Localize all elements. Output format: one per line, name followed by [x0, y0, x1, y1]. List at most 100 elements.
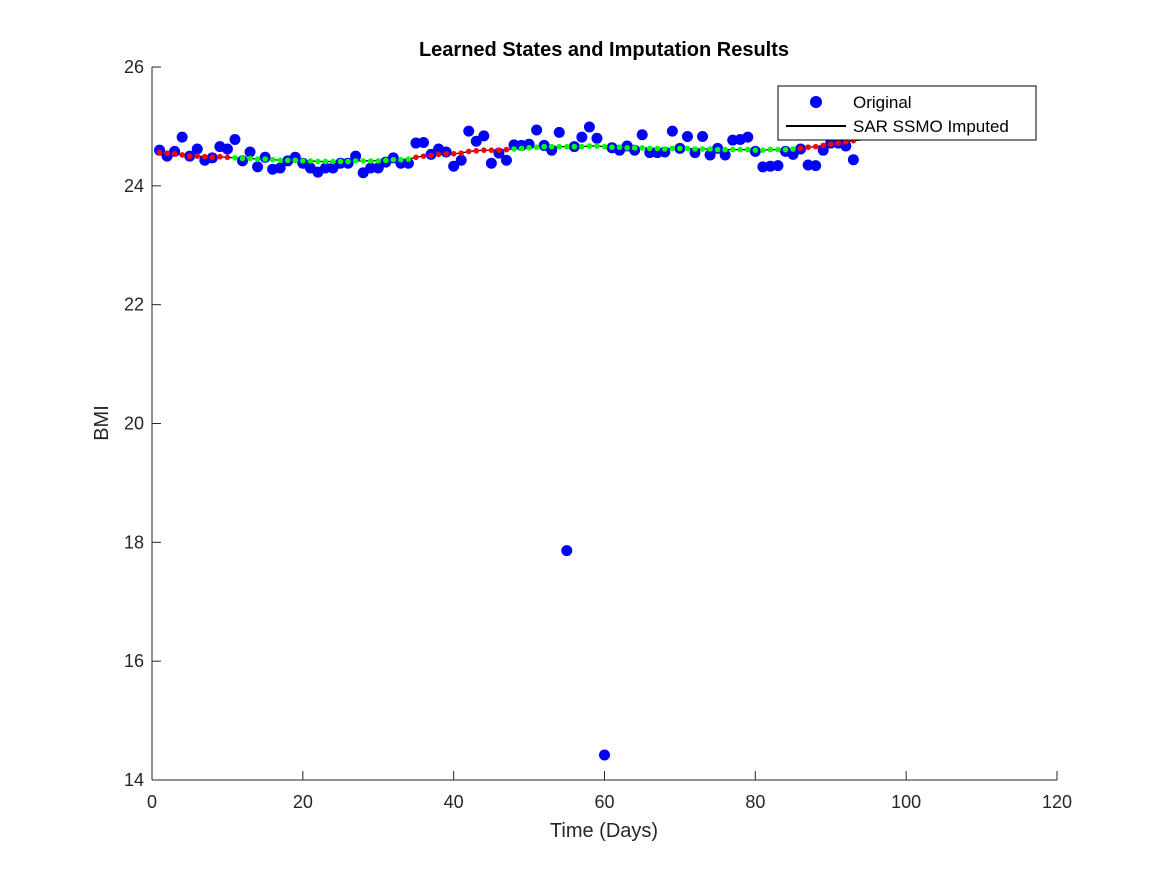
imputed-state-point: [631, 145, 638, 151]
imputed-state-point: [737, 146, 744, 153]
imputed-state-point: [496, 147, 502, 153]
original-data-point: [319, 162, 331, 174]
imputed-state-point: [398, 156, 404, 163]
original-data-point: [576, 131, 588, 143]
original-data-point: [810, 160, 822, 172]
y-tick-label: 18: [124, 532, 144, 552]
imputed-state-point: [609, 144, 615, 151]
imputed-state-point: [435, 151, 442, 158]
imputed-state-point: [443, 150, 449, 157]
x-tick-label: 100: [891, 792, 921, 812]
original-data-point: [478, 130, 490, 142]
imputed-points-group: [156, 137, 857, 165]
imputed-state-point: [382, 157, 389, 164]
x-tick-label: 0: [147, 792, 157, 812]
imputed-state-point: [390, 156, 397, 163]
imputed-state-point: [360, 158, 366, 164]
original-data-point: [485, 157, 497, 169]
imputed-state-point: [352, 158, 359, 164]
imputed-state-point: [662, 146, 668, 152]
y-tick-label: 14: [124, 770, 144, 790]
original-data-point: [742, 131, 754, 143]
original-data-point: [365, 162, 377, 174]
imputed-state-point: [827, 141, 834, 148]
imputed-state-point: [556, 143, 563, 150]
imputed-state-point: [782, 146, 789, 153]
original-data-point: [244, 146, 256, 158]
legend-original-marker: [810, 96, 822, 108]
imputed-state-point: [247, 155, 253, 162]
imputed-state-point: [186, 153, 193, 159]
imputed-state-point: [707, 146, 713, 152]
original-data-point: [599, 749, 610, 761]
y-tick-label: 22: [124, 295, 144, 315]
imputed-state-point: [156, 149, 163, 156]
imputed-state-point: [541, 143, 547, 150]
original-data-point: [395, 157, 407, 169]
imputed-state-point: [646, 145, 653, 152]
imputed-state-point: [330, 158, 336, 165]
imputed-state-point: [767, 146, 774, 153]
original-data-point: [372, 162, 384, 174]
imputed-state-point: [164, 150, 170, 156]
imputed-state-point: [586, 143, 593, 149]
imputed-state-point: [413, 154, 419, 161]
imputed-state-point: [284, 157, 291, 164]
original-data-point: [418, 136, 429, 148]
original-data-point: [229, 133, 241, 145]
original-data-point: [500, 154, 512, 166]
x-tick-label: 120: [1042, 792, 1072, 812]
imputed-state-point: [594, 143, 600, 149]
original-data-point: [561, 545, 573, 557]
imputed-state-point: [518, 145, 525, 152]
original-data-point: [463, 125, 475, 137]
imputed-state-point: [465, 148, 472, 155]
imputed-state-point: [488, 147, 495, 153]
imputed-state-point: [292, 157, 299, 164]
imputed-state-point: [797, 145, 804, 152]
imputed-state-point: [722, 146, 728, 153]
imputed-state-point: [563, 143, 570, 150]
original-data-point: [448, 160, 460, 172]
original-data-point: [817, 144, 829, 156]
ticks-group: 0 20 40 60 80 100 120 14 16 18 20 22 24 26: [124, 57, 1072, 812]
imputed-state-point: [224, 154, 231, 161]
imputed-state-point: [315, 158, 321, 165]
original-data-point: [847, 154, 859, 166]
legend-original-label: Original: [853, 93, 912, 112]
original-data-point: [772, 160, 784, 172]
imputed-state-point: [179, 152, 185, 158]
y-tick-label: 16: [124, 651, 144, 671]
imputed-state-point: [232, 155, 238, 161]
imputed-state-point: [692, 146, 698, 152]
imputed-state-point: [820, 142, 827, 149]
original-data-point: [274, 162, 286, 174]
imputed-state-point: [533, 144, 540, 151]
chart-title: Learned States and Imputation Results: [419, 39, 789, 61]
x-tick-label: 60: [594, 792, 614, 812]
imputed-state-point: [277, 157, 284, 164]
imputed-state-point: [345, 158, 351, 165]
y-axis-label: BMI: [91, 405, 113, 441]
imputed-state-point: [300, 158, 306, 164]
imputed-state-point: [405, 156, 412, 162]
imputed-state-point: [579, 143, 585, 150]
original-data-point: [644, 147, 656, 159]
original-data-point: [689, 147, 701, 159]
original-data-point: [666, 125, 678, 137]
original-data-point: [191, 143, 203, 155]
x-tick-label: 20: [293, 792, 313, 812]
original-data-point: [636, 129, 648, 141]
original-data-point: [402, 157, 414, 169]
original-data-point: [252, 161, 264, 173]
imputed-state-point: [269, 156, 276, 163]
imputed-state-point: [503, 146, 510, 153]
imputed-state-point: [201, 153, 208, 160]
imputed-state-point: [790, 146, 796, 152]
imputed-state-point: [307, 158, 314, 164]
imputed-state-point: [428, 152, 434, 159]
original-data-point: [221, 143, 233, 155]
imputed-state-point: [654, 145, 661, 152]
original-data-point: [719, 149, 731, 161]
